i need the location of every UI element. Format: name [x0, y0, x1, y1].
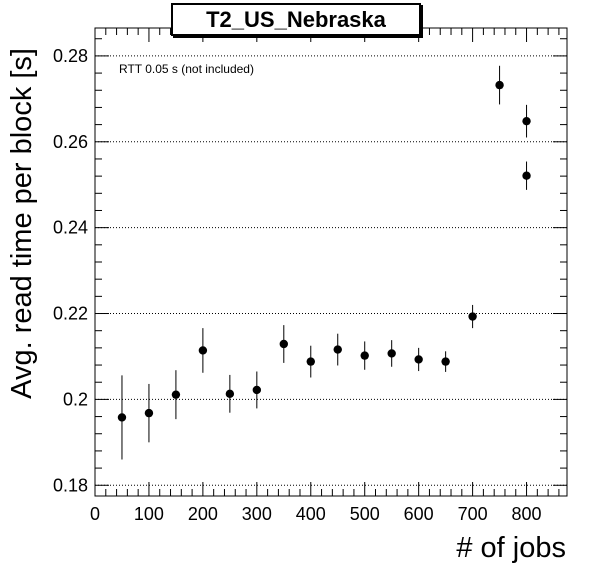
data-point [522, 104, 531, 138]
marker [441, 357, 450, 366]
data-point [387, 340, 396, 367]
tick-labels: 0.18 0.2 0.22 0.24 0.26 0.28 0 100 200 300 400 500 6… [53, 46, 542, 524]
data-point [171, 370, 181, 420]
data-points [117, 65, 531, 460]
marker [279, 339, 288, 349]
marker [522, 116, 531, 126]
x-tick-label: 500 [350, 504, 380, 524]
axis-ticks [94, 28, 567, 496]
data-point [441, 351, 450, 372]
y-tick-label: 0.26 [53, 132, 88, 152]
data-point [306, 345, 315, 378]
y-axis-label: Avg. read time per block [s] [6, 48, 38, 399]
data-point [117, 375, 127, 460]
marker [117, 413, 127, 422]
x-axis-label: # of jobs [456, 532, 566, 564]
data-point [279, 325, 288, 363]
data-point [522, 161, 531, 190]
y-tick-label: 0.28 [53, 46, 88, 66]
marker [333, 345, 342, 354]
x-tick-label: 300 [242, 504, 272, 524]
marker [225, 389, 235, 399]
marker [387, 349, 396, 358]
marker [198, 346, 208, 355]
x-tick-label: 100 [134, 504, 164, 524]
x-tick-label: 200 [188, 504, 218, 524]
data-point [225, 374, 235, 413]
x-tick-label: 400 [296, 504, 326, 524]
plot-frame [94, 27, 568, 497]
data-point [333, 333, 342, 366]
data-point [360, 341, 369, 370]
y-tick-label: 0.2 [63, 389, 88, 409]
marker [468, 312, 477, 321]
marker [360, 351, 369, 360]
marker [495, 80, 504, 90]
data-point [495, 65, 504, 105]
data-point [252, 371, 262, 409]
marker [414, 355, 423, 364]
rtt-annotation: RTT 0.05 s (not included) [119, 62, 254, 76]
y-tick-label: 0.22 [53, 304, 88, 324]
grid-lines [95, 55, 567, 486]
x-tick-label: 0 [90, 504, 100, 524]
chart-title: T2_US_Nebraska [171, 3, 421, 36]
x-tick-label: 600 [404, 504, 434, 524]
marker [522, 171, 531, 180]
y-tick-label: 0.18 [53, 475, 88, 495]
data-point [414, 347, 423, 372]
marker [252, 385, 262, 395]
x-tick-label: 700 [458, 504, 488, 524]
x-tick-label: 800 [512, 504, 542, 524]
data-point [468, 304, 477, 329]
marker [306, 357, 315, 366]
y-tick-label: 0.24 [53, 218, 88, 238]
data-point [144, 383, 154, 443]
marker [171, 390, 181, 399]
data-point [198, 328, 208, 373]
marker [144, 408, 154, 418]
